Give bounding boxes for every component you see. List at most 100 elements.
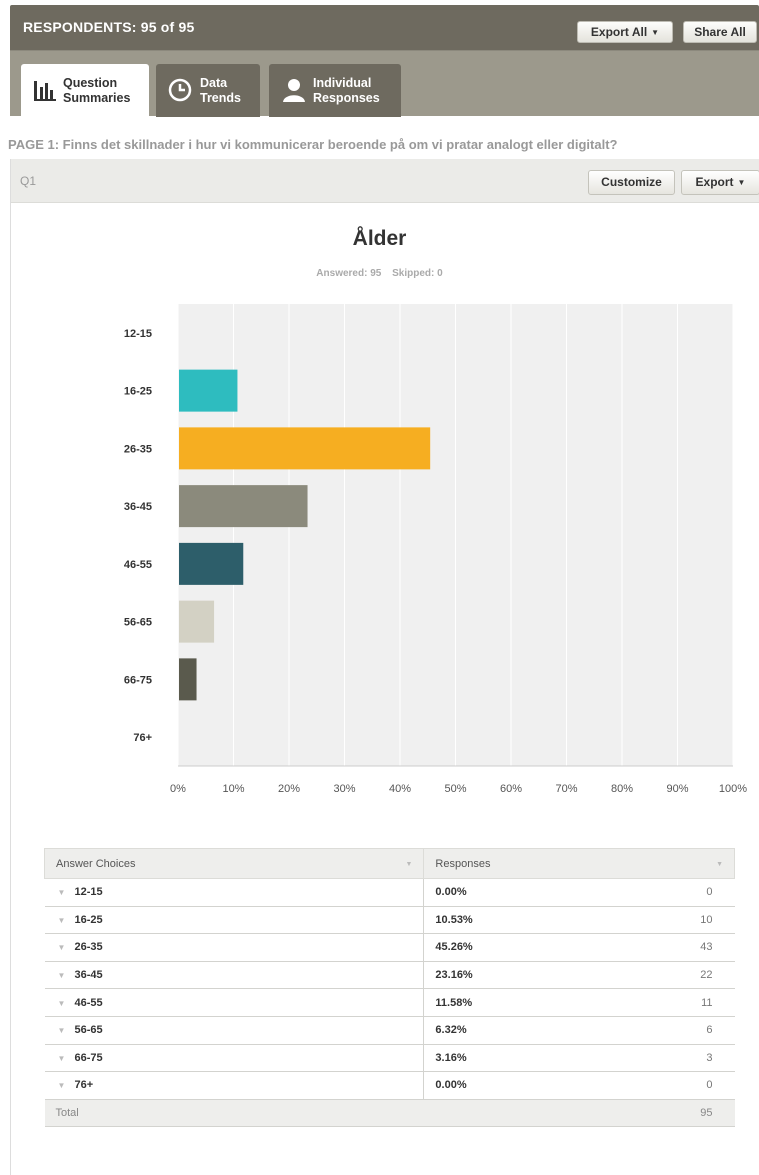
table-row: ▼ 46-55 11.58% 11: [44, 988, 735, 1017]
tab-individual-responses-label: Individual Responses: [313, 76, 380, 105]
table-row: ▼ 66-75 3.16% 3: [44, 1043, 735, 1073]
caret-down-icon: ▼: [737, 178, 746, 187]
answer-choice-cell: ▼ 46-55: [44, 988, 425, 1017]
export-all-button[interactable]: Export All ▼: [577, 21, 673, 43]
response-percent: 3.16%: [423, 1043, 644, 1073]
response-percent: 0.00%: [423, 1071, 644, 1100]
page-title: PAGE 1: Finns det skillnader i hur vi ko…: [8, 137, 618, 152]
answer-choice-cell: ▼ 26-35: [44, 933, 425, 962]
x-tick-label: 40%: [389, 783, 411, 795]
tab-question-summaries[interactable]: Question Summaries: [21, 64, 149, 117]
y-category-label: 56-65: [124, 617, 152, 629]
x-tick-label: 30%: [333, 783, 355, 795]
table-row: ▼ 12-15 0.00% 0: [44, 878, 735, 907]
answered-skipped: Answered: 95 Skipped: 0: [0, 268, 759, 279]
customize-button[interactable]: Customize: [588, 170, 675, 195]
person-icon: [283, 79, 305, 102]
answer-choice-label: 16-25: [74, 913, 103, 926]
response-percent: 0.00%: [423, 878, 644, 907]
share-all-label: Share All: [694, 25, 746, 39]
bar-chart-icon: [34, 81, 56, 101]
y-category-label: 12-15: [124, 328, 152, 340]
table-row: ▼ 36-45 23.16% 22: [44, 960, 735, 990]
expand-triangle-icon[interactable]: ▼: [57, 1081, 66, 1091]
total-label: Total: [44, 1098, 424, 1127]
answer-choice-cell: ▼ 16-25: [44, 905, 425, 935]
answer-choice-cell: ▼ 36-45: [44, 960, 425, 990]
question-number: Q1: [20, 174, 37, 188]
y-category-label: 76+: [133, 732, 152, 744]
x-tick-label: 90%: [666, 783, 688, 795]
response-percent: 10.53%: [423, 905, 644, 935]
x-tick-label: 80%: [611, 783, 633, 795]
answer-choice-label: 36-45: [74, 969, 103, 982]
y-category-label: 46-55: [124, 559, 152, 571]
question-panel: Q1 Customize Export ▼: [10, 159, 759, 1175]
sort-icon: ▼: [405, 861, 413, 868]
x-tick-label: 0%: [170, 783, 186, 795]
tab-data-trends[interactable]: Data Trends: [156, 64, 260, 117]
bar-66-75: [179, 658, 197, 701]
response-percent: 6.32%: [423, 1015, 644, 1045]
tab-bar: Question Summaries Data Trends Individua…: [10, 50, 759, 117]
expand-triangle-icon[interactable]: ▼: [57, 915, 66, 925]
answered-count: Answered: 95: [316, 268, 382, 279]
expand-triangle-icon[interactable]: ▼: [57, 1053, 66, 1063]
x-tick-label: 100%: [719, 783, 747, 795]
bar-56-65: [179, 600, 215, 643]
response-count: 0: [643, 878, 735, 907]
total-spacer: [423, 1098, 644, 1127]
answer-choice-cell: ▼ 76+: [44, 1071, 425, 1100]
share-all-button[interactable]: Share All: [683, 21, 757, 43]
response-percent: 11.58%: [423, 988, 644, 1017]
clock-icon: [168, 78, 192, 102]
response-count: 22: [643, 960, 735, 990]
x-tick-label: 60%: [500, 783, 522, 795]
tab-data-trends-label: Data Trends: [200, 76, 241, 105]
x-tick-label: 10%: [222, 783, 244, 795]
total-row: Total 95: [44, 1098, 735, 1127]
y-category-label: 16-25: [124, 386, 152, 398]
answer-choice-label: 26-35: [74, 941, 103, 954]
export-all-label: Export All: [590, 25, 648, 39]
responses-header[interactable]: Responses ▼: [423, 848, 735, 879]
answer-choice-label: 76+: [74, 1079, 94, 1092]
respondents-count: RESPONDENTS: 95 of 95: [23, 19, 195, 35]
answer-choice-cell: ▼ 66-75: [44, 1043, 425, 1073]
responses-header-label: Responses: [435, 857, 491, 870]
answer-choices-header[interactable]: Answer Choices ▼: [43, 848, 425, 879]
answer-choice-cell: ▼ 12-15: [44, 878, 425, 907]
answer-choice-label: 12-15: [74, 886, 103, 899]
tab-individual-responses[interactable]: Individual Responses: [269, 64, 401, 117]
x-tick-label: 70%: [555, 783, 577, 795]
skipped-count: Skipped: 0: [392, 268, 443, 279]
response-count: 3: [643, 1043, 735, 1073]
response-count: 11: [643, 988, 735, 1017]
y-category-label: 66-75: [124, 674, 152, 686]
answer-choice-label: 66-75: [74, 1051, 103, 1064]
expand-triangle-icon[interactable]: ▼: [57, 1026, 66, 1036]
bar-36-45: [179, 485, 308, 528]
respondents-header: RESPONDENTS: 95 of 95 Export All ▼ Share …: [10, 5, 759, 50]
tab-question-summaries-label: Question Summaries: [63, 76, 131, 105]
table-row: ▼ 76+ 0.00% 0: [44, 1071, 735, 1100]
table-row: ▼ 16-25 10.53% 10: [44, 905, 735, 935]
sort-icon: ▼: [716, 861, 723, 868]
response-percent: 45.26%: [423, 933, 644, 962]
responses-table: Answer Choices ▼ Responses ▼ ▼ 12-15 0.00% 0 ▼…: [43, 848, 735, 1127]
y-category-label: 36-45: [124, 501, 152, 513]
export-label: Export: [695, 175, 734, 189]
total-value: 95: [643, 1098, 735, 1127]
answer-choice-label: 46-55: [74, 996, 103, 1009]
expand-triangle-icon[interactable]: ▼: [57, 971, 66, 981]
x-tick-label: 20%: [278, 783, 300, 795]
response-count: 43: [643, 933, 735, 962]
x-tick-label: 50%: [444, 783, 466, 795]
age-bar-chart: 0% 10% 20% 30% 40% 50% 60% 70% 80% 90% 100% 12-15 16…: [124, 304, 747, 795]
bar-26-35: [179, 427, 431, 470]
expand-triangle-icon[interactable]: ▼: [57, 943, 66, 953]
response-count: 6: [643, 1015, 735, 1045]
expand-triangle-icon[interactable]: ▼: [57, 998, 66, 1008]
export-button[interactable]: Export ▼: [681, 170, 759, 195]
expand-triangle-icon[interactable]: ▼: [57, 888, 66, 898]
